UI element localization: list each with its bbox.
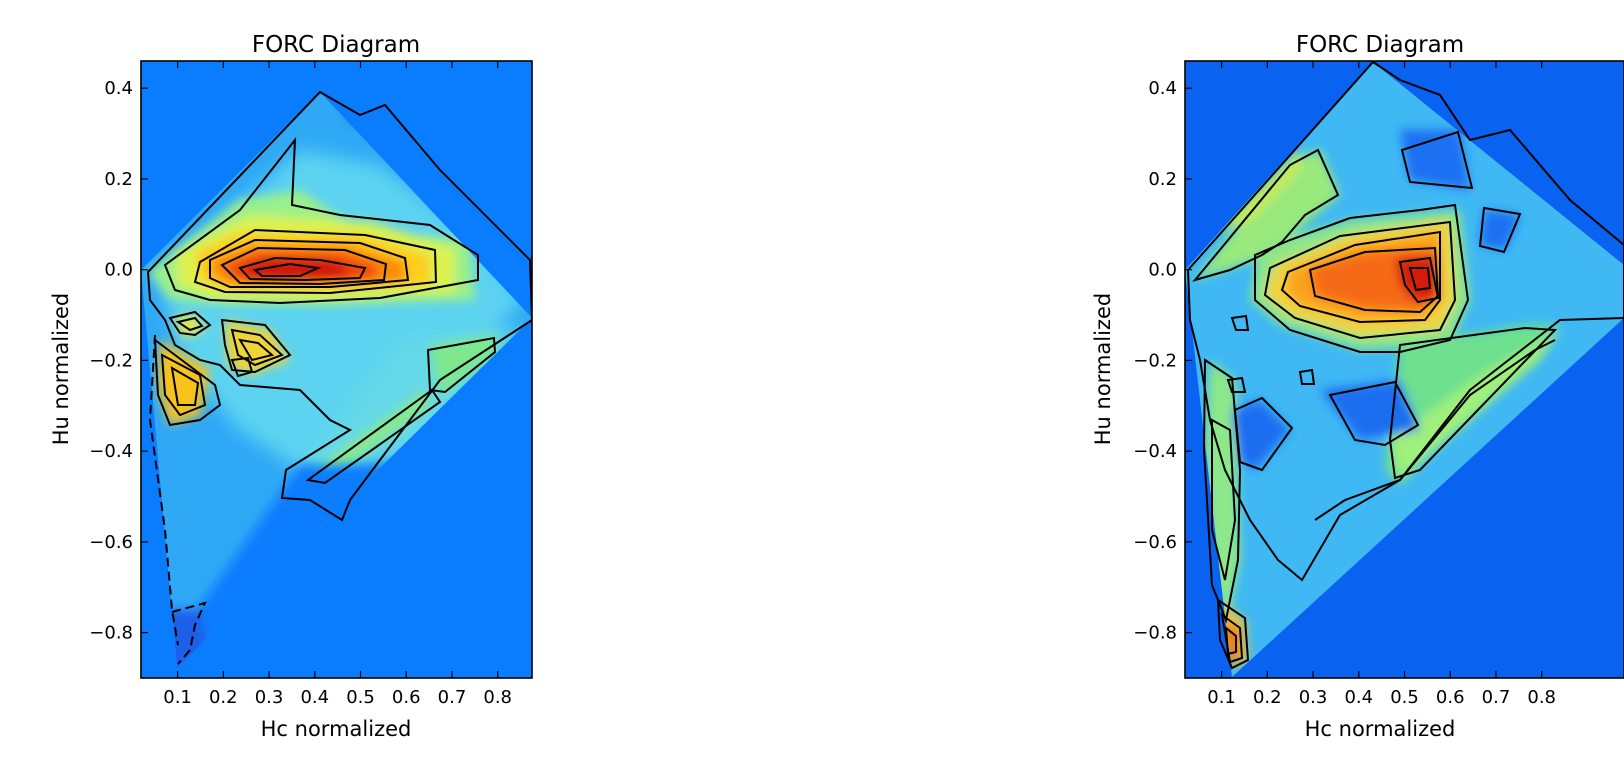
axis-ticks-right: 0.1 0.2 0.3 0.4 0.5 0.6 0.7 0.8 0.4 0.2 0.0 −0.2 −0.… xyxy=(1133,61,1556,708)
y-tick-label: −0.2 xyxy=(1133,350,1177,371)
x-tick-label: 0.5 xyxy=(346,687,375,708)
forc-plot-left: FORC Diagram Hc normalized Hu normalized… xyxy=(49,32,533,741)
x-axis-label: Hc normalized xyxy=(261,717,412,741)
x-tick-label: 0.5 xyxy=(1390,687,1419,708)
x-tick-label: 0.8 xyxy=(483,687,512,708)
x-axis-label: Hc normalized xyxy=(1305,717,1456,741)
y-tick-label: −0.6 xyxy=(1133,532,1177,553)
y-tick-label: −0.6 xyxy=(89,532,133,553)
heatmap-left xyxy=(141,61,532,678)
y-tick-label: −0.4 xyxy=(89,441,133,462)
x-tick-label: 0.2 xyxy=(1253,687,1282,708)
y-axis-label: Hu normalized xyxy=(1091,293,1115,445)
x-tick-label: 0.1 xyxy=(1207,687,1236,708)
x-tick-label: 0.8 xyxy=(1527,687,1556,708)
contour-lines-left xyxy=(146,90,532,665)
y-tick-label: 0.4 xyxy=(1148,78,1177,99)
x-tick-label: 0.3 xyxy=(1299,687,1328,708)
x-tick-label: 0.7 xyxy=(438,687,467,708)
y-axis-label: Hu normalized xyxy=(49,293,73,445)
y-tick-label: 0.0 xyxy=(104,260,133,281)
plot-frame-left xyxy=(140,60,533,679)
y-tick-label: 0.2 xyxy=(104,169,133,190)
chart-title: FORC Diagram xyxy=(1296,32,1464,58)
x-tick-label: 0.7 xyxy=(1482,687,1511,708)
contour-lines-right xyxy=(1186,61,1624,670)
x-tick-label: 0.1 xyxy=(163,687,192,708)
x-tick-label: 0.6 xyxy=(1436,687,1465,708)
y-tick-label: 0.4 xyxy=(104,78,133,99)
x-tick-label: 0.6 xyxy=(392,687,421,708)
heatmap-right xyxy=(1185,61,1624,678)
chart-title: FORC Diagram xyxy=(252,32,420,58)
x-tick-label: 0.4 xyxy=(1344,687,1373,708)
y-tick-label: 0.2 xyxy=(1148,169,1177,190)
axis-ticks-left: 0.1 0.2 0.3 0.4 0.5 0.6 0.7 0.8 0.4 0.2 0.0 −0.2 −0.… xyxy=(89,61,512,708)
y-tick-label: −0.4 xyxy=(1133,441,1177,462)
forc-plot-right: FORC Diagram Hc normalized Hu normalized… xyxy=(1091,32,1624,741)
y-tick-label: 0.0 xyxy=(1148,260,1177,281)
x-tick-label: 0.2 xyxy=(209,687,238,708)
x-tick-label: 0.3 xyxy=(255,687,284,708)
x-tick-label: 0.4 xyxy=(300,687,329,708)
y-tick-label: −0.8 xyxy=(1133,623,1177,644)
y-tick-label: −0.8 xyxy=(89,623,133,644)
y-tick-label: −0.2 xyxy=(89,350,133,371)
